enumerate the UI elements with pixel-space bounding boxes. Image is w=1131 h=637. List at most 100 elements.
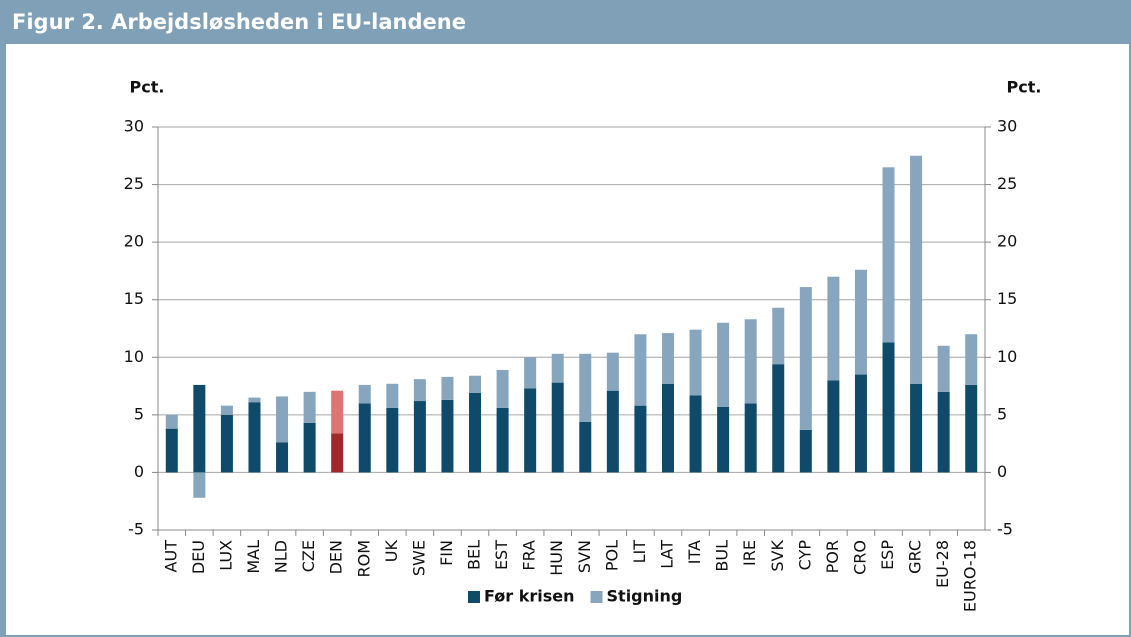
- bar-segment: [331, 390, 344, 434]
- bar-segment: [937, 345, 950, 392]
- x-tick-label: SWE: [409, 540, 428, 576]
- bar-segment: [854, 269, 867, 375]
- y-tick-label: 25: [124, 174, 144, 193]
- legend-label: Stigning: [607, 587, 683, 606]
- x-tick-label: CRO: [850, 540, 869, 575]
- y-tick-label: 15: [124, 289, 144, 308]
- bar-segment: [496, 369, 509, 408]
- y-axis-label: Pct.: [130, 78, 165, 97]
- bar-segment: [386, 407, 399, 473]
- y-tick-label: -5: [128, 520, 144, 539]
- bar-segment: [165, 414, 178, 429]
- bar-segment: [772, 307, 785, 365]
- bar-segment: [772, 364, 785, 473]
- bar-segment: [634, 334, 647, 406]
- bar-segment: [799, 287, 812, 430]
- bar-segment: [441, 399, 454, 473]
- bar-segment: [579, 353, 592, 422]
- bar-segment: [661, 383, 674, 473]
- x-tick-label: BUL: [713, 540, 732, 572]
- y-tick-label: 20: [124, 232, 144, 251]
- bar-segment: [469, 375, 482, 393]
- y2-tick-label: 25: [997, 174, 1017, 193]
- x-tick-label: AUT: [161, 540, 180, 573]
- x-tick-label: GRC: [906, 540, 925, 574]
- x-tick-label: EST: [492, 540, 511, 570]
- x-tick-label: UK: [382, 539, 401, 562]
- x-tick-label: SVK: [768, 539, 787, 571]
- bar-segment: [634, 405, 647, 473]
- x-tick-label: DEN: [327, 540, 346, 574]
- x-tick-label: CYP: [795, 540, 814, 571]
- x-tick-label: ESP: [878, 540, 897, 570]
- y-tick-label: 30: [124, 117, 144, 136]
- bar-segment: [717, 322, 730, 407]
- y2-tick-label: 10: [997, 347, 1017, 366]
- bar-segment: [193, 472, 206, 498]
- x-tick-label: LIT: [630, 540, 649, 564]
- x-tick-label: HUN: [547, 540, 566, 576]
- bar-segment: [524, 357, 537, 389]
- bar-segment: [606, 352, 619, 391]
- bar-segment: [441, 376, 454, 400]
- bar-segment: [882, 167, 895, 343]
- bar-segment: [220, 405, 233, 415]
- bar-segment: [248, 402, 261, 473]
- y2-tick-label: -5: [997, 520, 1013, 539]
- bar-segment: [469, 392, 482, 473]
- chart-title: Figur 2. Arbejdsløsheden i EU-landene: [0, 0, 1131, 44]
- x-tick-label: IRE: [740, 540, 759, 566]
- y2-tick-label: 0: [997, 462, 1007, 481]
- bar-segment: [661, 333, 674, 384]
- y2-tick-label: 15: [997, 289, 1017, 308]
- x-tick-label: FIN: [437, 540, 456, 566]
- bar-segment: [689, 395, 702, 473]
- x-tick-label: ROM: [354, 540, 373, 578]
- bar-segment: [165, 428, 178, 473]
- bar-segment: [276, 396, 289, 443]
- bar-segment: [193, 384, 206, 473]
- x-tick-label: POL: [602, 540, 621, 571]
- bar-segment: [965, 384, 978, 473]
- bar-segment: [717, 406, 730, 473]
- y2-tick-label: 5: [997, 404, 1007, 423]
- bar-segment: [827, 380, 840, 473]
- legend-swatch: [590, 591, 603, 603]
- bar-segment: [910, 383, 923, 473]
- x-tick-label: EU-28: [933, 540, 952, 588]
- y2-tick-label: 30: [997, 117, 1017, 136]
- bar-segment: [248, 397, 261, 403]
- legend-label: Før krisen: [484, 587, 575, 606]
- x-tick-label: LAT: [657, 540, 676, 569]
- y-tick-label: 0: [134, 462, 144, 481]
- x-tick-label: NLD: [272, 540, 291, 573]
- bar-segment: [551, 353, 564, 383]
- bar-segment: [744, 319, 757, 404]
- bar-segment: [220, 414, 233, 473]
- x-tick-label: ITA: [685, 540, 704, 564]
- bar-segment: [937, 391, 950, 473]
- x-tick-label: POR: [823, 540, 842, 573]
- x-tick-label: BEL: [465, 540, 484, 570]
- bar-segment: [854, 374, 867, 473]
- y2-tick-label: 20: [997, 232, 1017, 251]
- bar-segment: [386, 383, 399, 408]
- x-tick-label: EURO-18: [961, 540, 980, 612]
- bar-segment: [799, 429, 812, 473]
- bar-segment: [358, 403, 371, 473]
- bar-segment: [689, 329, 702, 396]
- bar-segment: [413, 379, 426, 402]
- bar-segment: [606, 390, 619, 473]
- x-tick-label: CZE: [299, 540, 318, 572]
- y-tick-label: 5: [134, 404, 144, 423]
- bar-segment: [882, 342, 895, 473]
- bar-segment: [496, 407, 509, 473]
- bar-segment: [965, 334, 978, 385]
- x-tick-label: MAL: [244, 540, 263, 574]
- x-tick-label: FRA: [520, 540, 539, 571]
- y2-axis-label: Pct.: [1007, 78, 1042, 97]
- x-tick-label: DEU: [189, 540, 208, 574]
- y-tick-label: 10: [124, 347, 144, 366]
